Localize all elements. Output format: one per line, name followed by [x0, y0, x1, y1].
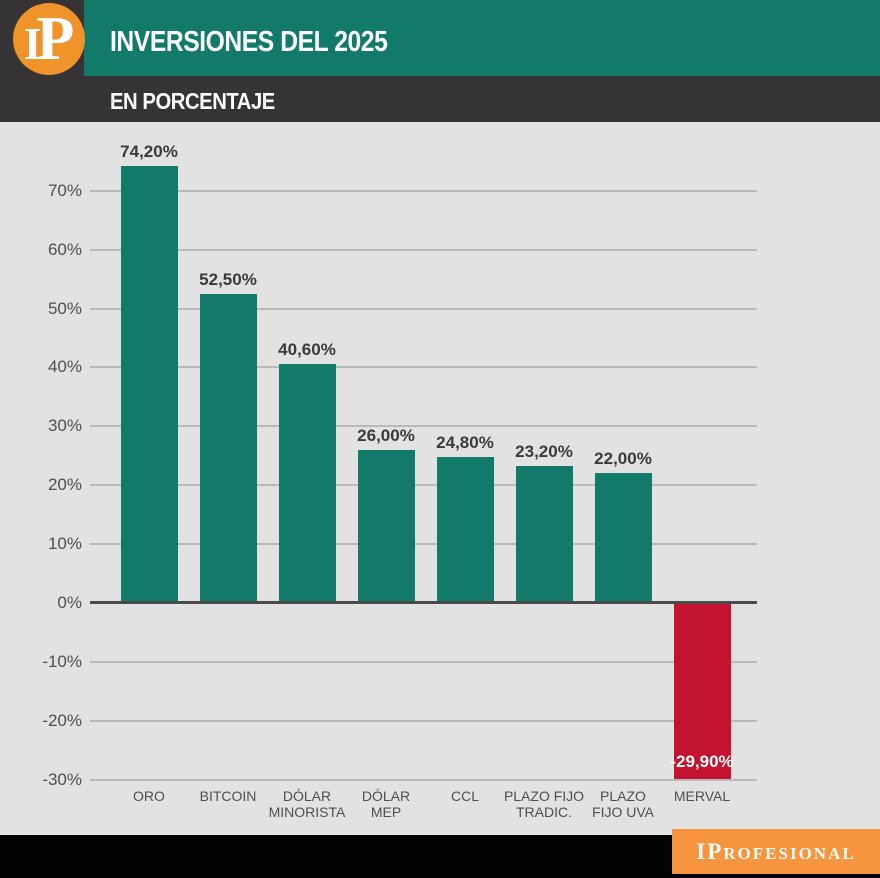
category-label: CCL — [417, 788, 513, 804]
logo-letter-i: I — [23, 18, 42, 69]
bar-value-label: 40,60% — [278, 339, 336, 359]
category-label: ORO — [101, 788, 197, 804]
bar-value-label: 23,20% — [515, 442, 573, 462]
zero-axis-line — [90, 601, 757, 604]
page-title: INVERSIONES DEL 2025 — [110, 26, 388, 58]
brand-prefix: IP — [696, 838, 724, 864]
grid-line — [90, 719, 757, 722]
category-label: MERVAL — [654, 788, 750, 804]
category-label-line: MEP — [370, 804, 402, 820]
bar-value-label: 52,50% — [199, 269, 257, 289]
category-label: PLAZO FIJO TRADIC. — [496, 788, 592, 820]
header: I P INVERSIONES DEL 2025 EN PORCENTAJE — [0, 0, 880, 122]
y-axis-tick-label: -30% — [42, 769, 82, 789]
category-label-line: FIJO UVA — [592, 804, 654, 820]
y-axis-tick-label: -10% — [42, 651, 82, 671]
grid-line — [90, 366, 757, 369]
bar-merval — [673, 603, 731, 780]
iprofesional-logo-icon: I P — [13, 3, 85, 75]
category-label-line: DÓLAR — [282, 788, 332, 804]
bar-oro — [120, 165, 178, 603]
category-label-line: PLAZO — [600, 788, 646, 804]
y-axis-tick-label: 30% — [47, 416, 82, 436]
category-label: DÓLAR MINORISTA — [259, 788, 355, 820]
category-label-line: CCL — [450, 788, 479, 804]
grid-line — [90, 189, 757, 192]
bar-value-label: 24,80% — [436, 432, 494, 452]
brand-wordmark: IPROFESIONAL — [696, 839, 855, 865]
category-label: PLAZO FIJO UVA — [575, 788, 671, 820]
grid-line — [90, 660, 757, 663]
category-label-line: ORO — [133, 788, 165, 804]
bar-d-lar-minorista — [278, 363, 336, 603]
y-axis-tick-label: 10% — [47, 534, 82, 554]
bar-plazo-fijo-uva — [594, 473, 652, 603]
y-axis-tick-label: 50% — [47, 298, 82, 318]
grid-line — [90, 484, 757, 487]
bar-value-label: -29,90% — [670, 752, 734, 772]
category-label-line: MINORISTA — [268, 804, 346, 820]
category-label-line: MERVAL — [673, 788, 731, 804]
page-subtitle: EN PORCENTAJE — [110, 88, 275, 114]
logo-letter-p: P — [36, 5, 75, 73]
header-title-band — [84, 0, 880, 76]
category-label-line: BITCOIN — [199, 788, 257, 804]
category-label: BITCOIN — [180, 788, 276, 804]
grid-line — [90, 778, 757, 781]
y-axis-tick-label: 40% — [47, 357, 82, 377]
bar-plazo-fijo-tradic- — [515, 466, 573, 603]
category-label-line: DÓLAR — [361, 788, 411, 804]
y-axis-tick-label: 70% — [47, 180, 82, 200]
bar-ccl — [436, 456, 494, 603]
bar-d-lar-mep — [357, 449, 415, 603]
brand-rest: ROFESIONAL — [723, 843, 856, 863]
y-axis-tick-label: -20% — [42, 710, 82, 730]
bar-value-label: 22,00% — [594, 449, 652, 469]
category-label-line: PLAZO FIJO — [503, 788, 585, 804]
footer-brand-block: IPROFESIONAL — [672, 829, 880, 874]
bar-value-label: 26,00% — [357, 425, 415, 445]
bar-bitcoin — [199, 293, 257, 603]
category-label: DÓLAR MEP — [338, 788, 434, 820]
y-axis-tick-label: 20% — [47, 475, 82, 495]
grid-line — [90, 425, 757, 428]
grid-line — [90, 307, 757, 310]
y-axis-tick-label: 0% — [57, 593, 82, 612]
category-label-line: TRADIC. — [516, 804, 572, 820]
grid-line — [90, 543, 757, 546]
y-axis-tick-label: 60% — [47, 239, 82, 259]
grid-line — [90, 248, 757, 251]
bar-value-label: 74,20% — [120, 141, 178, 161]
